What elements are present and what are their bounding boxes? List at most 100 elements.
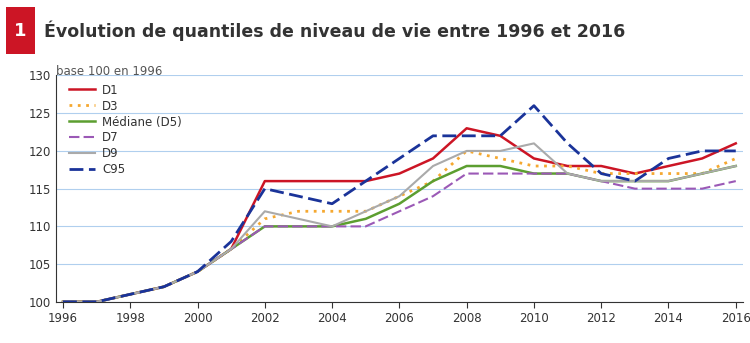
Médiane (D5) xyxy=(698,172,706,176)
D7 xyxy=(92,300,101,304)
D7 xyxy=(394,209,404,213)
C95 xyxy=(226,239,236,244)
D3 xyxy=(362,209,370,213)
D3 xyxy=(394,194,404,198)
D1 xyxy=(193,270,202,274)
Médiane (D5) xyxy=(394,202,404,206)
D7 xyxy=(530,172,538,176)
Médiane (D5) xyxy=(462,164,471,168)
Médiane (D5) xyxy=(428,179,437,183)
C95 xyxy=(496,134,505,138)
C95 xyxy=(394,156,404,161)
C95 xyxy=(731,149,740,153)
Médiane (D5) xyxy=(563,172,572,176)
D7 xyxy=(698,187,706,191)
D1 xyxy=(294,179,303,183)
Médiane (D5) xyxy=(58,300,68,304)
D1 xyxy=(563,164,572,168)
D1 xyxy=(597,164,606,168)
D3 xyxy=(664,172,673,176)
D9 xyxy=(664,179,673,183)
D9 xyxy=(462,149,471,153)
Médiane (D5) xyxy=(193,270,202,274)
D7 xyxy=(496,172,505,176)
D3 xyxy=(462,149,471,153)
C95 xyxy=(160,285,169,289)
D3 xyxy=(328,209,337,213)
Médiane (D5) xyxy=(496,164,505,168)
D3 xyxy=(193,270,202,274)
D1 xyxy=(731,141,740,145)
D3 xyxy=(496,156,505,161)
C95 xyxy=(328,202,337,206)
D7 xyxy=(731,179,740,183)
D3 xyxy=(563,164,572,168)
D3 xyxy=(260,217,269,221)
Médiane (D5) xyxy=(731,164,740,168)
D1 xyxy=(58,300,68,304)
D3 xyxy=(294,209,303,213)
D9 xyxy=(428,164,437,168)
D9 xyxy=(160,285,169,289)
D7 xyxy=(126,292,135,296)
D7 xyxy=(58,300,68,304)
Médiane (D5) xyxy=(362,217,370,221)
D9 xyxy=(563,172,572,176)
Text: Évolution de quantiles de niveau de vie entre 1996 et 2016: Évolution de quantiles de niveau de vie … xyxy=(44,21,625,41)
D3 xyxy=(530,164,538,168)
Médiane (D5) xyxy=(92,300,101,304)
D9 xyxy=(328,224,337,228)
Médiane (D5) xyxy=(260,224,269,228)
Line: D3: D3 xyxy=(63,151,736,302)
C95 xyxy=(462,134,471,138)
C95 xyxy=(294,194,303,198)
Médiane (D5) xyxy=(597,179,606,183)
D9 xyxy=(58,300,68,304)
D3 xyxy=(630,172,639,176)
Line: D9: D9 xyxy=(63,143,736,302)
C95 xyxy=(58,300,68,304)
D7 xyxy=(563,172,572,176)
FancyBboxPatch shape xyxy=(6,8,34,54)
D7 xyxy=(630,187,639,191)
Line: D1: D1 xyxy=(63,128,736,302)
D1 xyxy=(92,300,101,304)
D9 xyxy=(193,270,202,274)
Text: base 100 en 1996: base 100 en 1996 xyxy=(56,65,163,78)
D7 xyxy=(193,270,202,274)
C95 xyxy=(698,149,706,153)
D9 xyxy=(294,217,303,221)
D3 xyxy=(731,156,740,161)
D3 xyxy=(58,300,68,304)
C95 xyxy=(563,141,572,145)
C95 xyxy=(530,104,538,108)
D7 xyxy=(462,172,471,176)
D3 xyxy=(698,172,706,176)
D1 xyxy=(496,134,505,138)
C95 xyxy=(126,292,135,296)
C95 xyxy=(597,172,606,176)
D9 xyxy=(698,172,706,176)
D7 xyxy=(428,194,437,198)
D3 xyxy=(428,179,437,183)
D1 xyxy=(328,179,337,183)
C95 xyxy=(92,300,101,304)
D9 xyxy=(731,164,740,168)
Médiane (D5) xyxy=(160,285,169,289)
D9 xyxy=(530,141,538,145)
D1 xyxy=(226,247,236,251)
Médiane (D5) xyxy=(664,179,673,183)
D7 xyxy=(160,285,169,289)
D9 xyxy=(362,209,370,213)
D3 xyxy=(226,247,236,251)
Médiane (D5) xyxy=(530,172,538,176)
D1 xyxy=(530,156,538,161)
Médiane (D5) xyxy=(126,292,135,296)
Legend: D1, D3, Médiane (D5), D7, D9, C95: D1, D3, Médiane (D5), D7, D9, C95 xyxy=(69,84,182,176)
D9 xyxy=(126,292,135,296)
D1 xyxy=(260,179,269,183)
Line: Médiane (D5): Médiane (D5) xyxy=(63,166,736,302)
C95 xyxy=(362,179,370,183)
D7 xyxy=(294,224,303,228)
D1 xyxy=(394,172,404,176)
